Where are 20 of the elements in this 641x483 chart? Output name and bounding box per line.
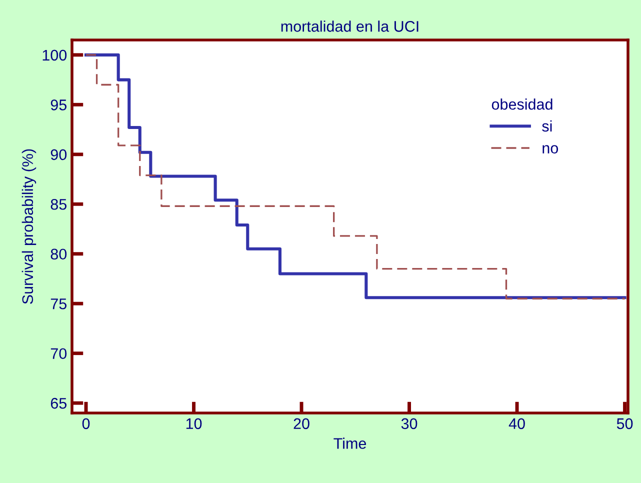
y-tick-label: 70 [50,348,67,360]
x-tick-label: 40 [508,418,525,430]
y-tick-label: 100 [42,50,67,61]
x-tick-label: 50 [616,418,633,430]
y-tick-label: 65 [50,398,66,409]
legend-label: no [542,145,558,154]
chart-title: mortalidad en la UCI [281,20,418,32]
x-tick-label: 0 [82,418,90,430]
x-tick-label: 20 [294,418,310,430]
y-tick-label: 90 [50,149,67,160]
y-tick-label: 75 [50,298,66,310]
x-tick-label: 10 [186,418,202,430]
y-axis-title: Survival probability (%) [22,149,36,304]
legend-label: si [542,120,552,132]
y-tick-label: 80 [50,248,67,260]
y-tick-label: 95 [50,100,66,110]
y-tick-label: 85 [50,198,66,210]
legend-title: obesidad [492,98,552,110]
x-axis-title: Time [334,438,366,449]
x-tick-label: 30 [401,418,418,430]
